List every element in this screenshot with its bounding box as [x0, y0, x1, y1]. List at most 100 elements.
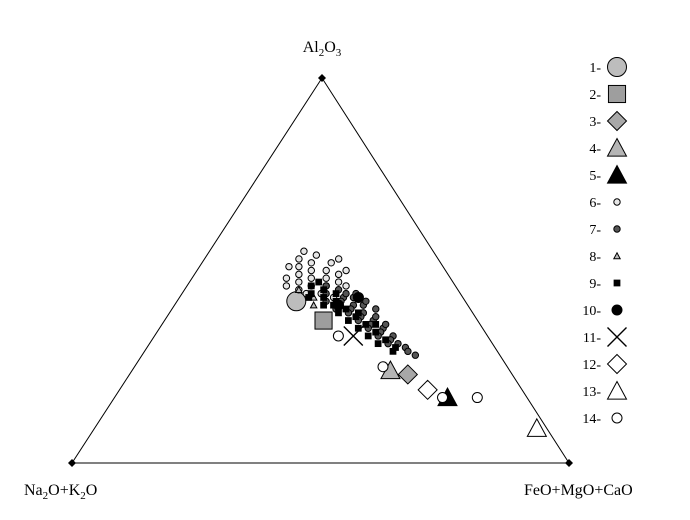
data-point-group-9-15 [382, 336, 389, 344]
vertex-label-left-sub1: 2 [43, 490, 49, 502]
data-point-group-6-11 [312, 251, 321, 259]
legend-label-4: 4- [589, 142, 601, 157]
data-point-group-6-5 [307, 266, 316, 275]
legend-label-3: 3- [589, 115, 601, 130]
legend-label-14: 14- [582, 412, 601, 427]
data-point-group-13-1 [526, 417, 548, 437]
legend-marker-8 [612, 251, 622, 260]
legend-label-6: 6- [589, 196, 601, 211]
legend-label-10: 10- [582, 304, 601, 319]
data-point-group-11-1 [343, 325, 364, 346]
vertex-marker-left [68, 459, 76, 467]
data-point-group-6-4 [295, 262, 303, 271]
ternary-frame [68, 74, 573, 467]
data-point-group-10-1 [352, 291, 364, 303]
data-point-group-6-3 [307, 259, 316, 267]
data-point-group-9-19 [315, 278, 323, 286]
legend-marker-3 [606, 110, 628, 132]
data-point-group-10-2 [333, 299, 345, 311]
data-point-group-6-14 [322, 274, 330, 282]
vertex-label-top-base: Al [303, 39, 320, 56]
data-point-group-14-4 [471, 392, 483, 404]
data-point-group-9-13 [372, 328, 380, 336]
legend-label-9: 9- [589, 277, 601, 292]
data-point-group-9-2 [320, 286, 328, 294]
data-point-group-7-25 [381, 320, 390, 329]
data-point-group-9-20 [332, 290, 340, 297]
data-point-group-12-1 [417, 379, 438, 401]
vertex-label-left-sub2: 2 [80, 490, 86, 502]
data-point-group-6-24 [282, 274, 291, 282]
vertex-label-top-sub1: 2 [319, 47, 325, 59]
data-point-group-6-19 [285, 262, 293, 271]
vertex-marker-top [318, 74, 326, 82]
legend-marker-12 [606, 353, 628, 375]
legend-marker-6 [613, 198, 621, 206]
data-point-group-8-2 [309, 300, 318, 309]
data-point-group-9-7 [342, 305, 350, 313]
legend-marker-14 [611, 412, 623, 424]
data-point-group-6-21 [342, 266, 350, 275]
data-point-group-7-33 [362, 297, 370, 305]
data-point-group-6-26 [282, 282, 291, 290]
data-points [282, 247, 548, 437]
data-point-group-9-6 [320, 301, 327, 309]
data-point-group-14-1 [332, 330, 344, 342]
data-point-group-9-16 [374, 340, 382, 348]
data-point-group-14-2 [377, 361, 389, 373]
legend-marker-5 [606, 164, 628, 184]
data-point-group-6-22 [342, 282, 350, 290]
data-point-group-2-1 [314, 311, 333, 330]
legend-marker-10 [611, 304, 623, 316]
legend-label-12: 12- [582, 358, 601, 373]
legend-marker-1 [607, 57, 627, 77]
data-point-group-3-1 [397, 364, 419, 385]
data-point-group-9-10 [345, 317, 352, 324]
vertex-label-left-base: Na [24, 482, 43, 499]
data-point-group-9-1 [307, 282, 315, 290]
vertex-label-top-mid: O [324, 39, 336, 56]
legend-label-1: 1- [589, 61, 601, 76]
legend: 1- 2- 3- 4- 5- 6- 7- 8- 9- 10- 11- 12- 13- 14- [582, 57, 628, 427]
data-point-group-6-8 [295, 278, 303, 286]
data-point-group-9-11 [362, 321, 370, 328]
legend-label-5: 5- [589, 169, 601, 184]
data-point-group-7-17 [404, 347, 412, 356]
data-point-group-6-20 [334, 255, 343, 263]
legend-marker-7 [613, 225, 621, 233]
legend-marker-9 [613, 279, 621, 287]
vertex-label-left-mid: O+K [48, 482, 81, 499]
legend-label-8: 8- [589, 250, 601, 265]
data-point-group-6-1 [300, 247, 308, 255]
legend-label-2: 2- [589, 88, 601, 103]
data-point-group-6-15 [334, 270, 343, 279]
data-point-group-9-4 [320, 294, 328, 301]
data-point-group-7-24 [372, 313, 380, 321]
data-point-group-9-23 [354, 309, 362, 317]
vertex-label-right: FeO+MgO+CaO [524, 482, 633, 499]
data-point-group-6-12 [327, 259, 335, 267]
vertex-label-left: Na2O+K2O [24, 482, 97, 502]
data-point-group-6-6 [295, 270, 303, 279]
data-point-group-9-8 [335, 309, 342, 317]
legend-label-7: 7- [589, 223, 601, 238]
data-point-group-9-21 [305, 294, 313, 301]
data-point-group-8-1 [294, 285, 303, 293]
data-point-group-6-2 [295, 255, 303, 263]
data-point-group-7-34 [342, 289, 350, 298]
data-point-group-6-13 [322, 266, 330, 275]
data-point-group-9-14 [364, 332, 372, 340]
legend-marker-2 [607, 84, 627, 104]
legend-label-13: 13- [582, 385, 601, 400]
data-point-group-7-30 [372, 305, 380, 313]
data-point-group-7-18 [411, 351, 420, 359]
vertex-label-left-tail: O [86, 482, 98, 499]
legend-label-11: 11- [583, 331, 601, 346]
vertex-label-top: Al2O3 [303, 39, 342, 59]
ternary-triangle [71, 77, 570, 464]
data-point-group-6-16 [334, 278, 343, 286]
vertex-marker-right [565, 459, 573, 467]
legend-marker-11 [607, 327, 627, 347]
legend-marker-4 [606, 137, 628, 157]
